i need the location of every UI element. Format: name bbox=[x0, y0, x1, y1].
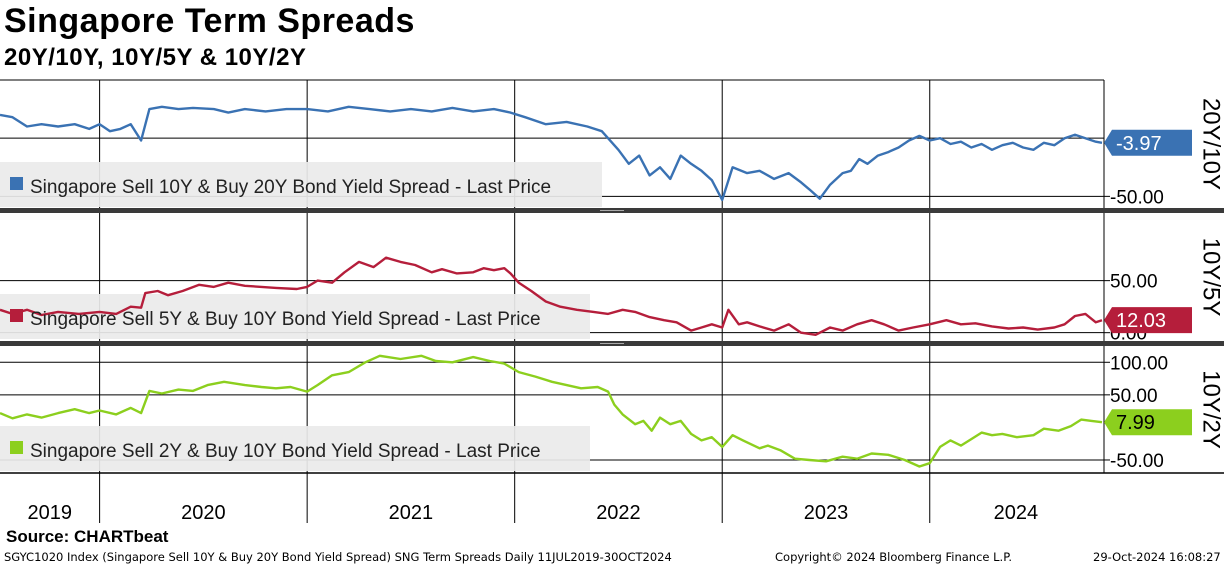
legend-swatch bbox=[10, 309, 23, 322]
panel-label: 20Y/10Y bbox=[1198, 98, 1224, 190]
x-tick-label: 2019 bbox=[28, 502, 73, 524]
x-tick-label: 2020 bbox=[181, 502, 226, 524]
last-price-tag bbox=[1104, 129, 1192, 156]
legend-box bbox=[0, 426, 590, 471]
y-tick-label: 50.00 bbox=[1110, 272, 1158, 293]
series-line-10y5y bbox=[0, 256, 1103, 336]
series-line-10y2y bbox=[0, 354, 1103, 468]
page-subtitle: 20Y/10Y, 10Y/5Y & 10Y/2Y bbox=[4, 44, 307, 71]
footer-description: SGYC1020 Index (Singapore Sell 10Y & Buy… bbox=[4, 550, 672, 564]
x-tick-label: 2021 bbox=[389, 502, 434, 524]
legend-swatch bbox=[10, 177, 23, 190]
last-price-tag bbox=[1104, 307, 1192, 334]
legend-label: Singapore Sell 10Y & Buy 20Y Bond Yield … bbox=[30, 177, 551, 198]
last-price-label: 7.99 bbox=[1116, 412, 1155, 434]
last-price-tag bbox=[1104, 409, 1192, 436]
footer-timestamp: 29-Oct-2024 16:08:27 bbox=[1093, 550, 1221, 564]
y-tick-label: -50.00 bbox=[1110, 187, 1164, 208]
x-tick-label: 2023 bbox=[804, 502, 849, 524]
legend-swatch bbox=[10, 441, 23, 454]
y-tick-label: 50.00 bbox=[1110, 386, 1158, 407]
panel-label: 10Y/5Y bbox=[1198, 238, 1224, 317]
x-tick-label: 2024 bbox=[994, 502, 1039, 524]
series-line-20y10y bbox=[0, 105, 1103, 202]
legend-box bbox=[0, 294, 590, 339]
legend-label: Singapore Sell 5Y & Buy 10Y Bond Yield S… bbox=[30, 309, 541, 330]
legend-box bbox=[0, 162, 602, 207]
legend-label: Singapore Sell 2Y & Buy 10Y Bond Yield S… bbox=[30, 441, 541, 462]
y-tick-label: -50.00 bbox=[1110, 451, 1164, 472]
y-tick-label: 100.00 bbox=[1110, 353, 1168, 374]
page-title: Singapore Term Spreads bbox=[4, 2, 415, 40]
x-tick-label: 2022 bbox=[596, 502, 641, 524]
source-label: Source: CHARTbeat bbox=[6, 527, 169, 546]
last-price-label: -3.97 bbox=[1116, 133, 1162, 155]
panel-label: 10Y/2Y bbox=[1198, 370, 1224, 449]
footer-copyright: Copyright© 2024 Bloomberg Finance L.P. bbox=[775, 550, 1012, 564]
last-price-label: 12.03 bbox=[1116, 310, 1166, 332]
